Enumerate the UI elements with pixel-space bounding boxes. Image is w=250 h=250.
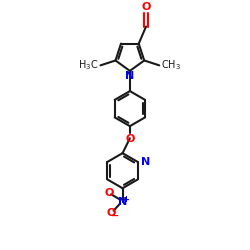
Text: N: N [118, 196, 127, 206]
Text: O: O [141, 2, 151, 12]
Text: CH$_3$: CH$_3$ [161, 58, 181, 72]
Text: N: N [141, 157, 150, 167]
Text: O: O [125, 134, 134, 144]
Text: O: O [104, 188, 114, 198]
Text: O: O [107, 208, 116, 218]
Text: +: + [122, 195, 129, 204]
Text: N: N [125, 72, 134, 82]
Text: −: − [112, 211, 120, 221]
Text: H$_3$C: H$_3$C [78, 58, 98, 72]
